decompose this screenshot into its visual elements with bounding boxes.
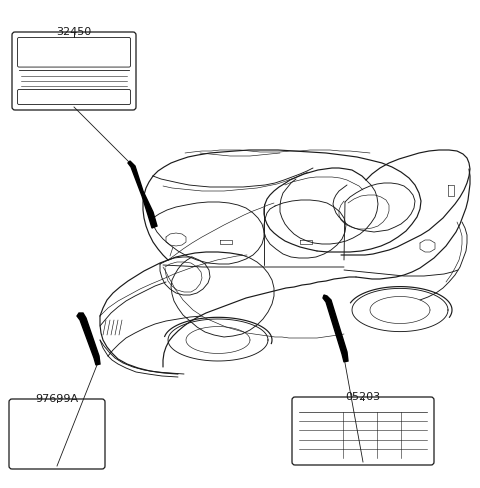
Text: 97699A: 97699A [36, 394, 79, 404]
Polygon shape [323, 295, 348, 362]
Polygon shape [128, 161, 157, 228]
Polygon shape [77, 313, 100, 365]
Text: 05203: 05203 [346, 392, 381, 402]
Text: 32450: 32450 [56, 27, 92, 37]
